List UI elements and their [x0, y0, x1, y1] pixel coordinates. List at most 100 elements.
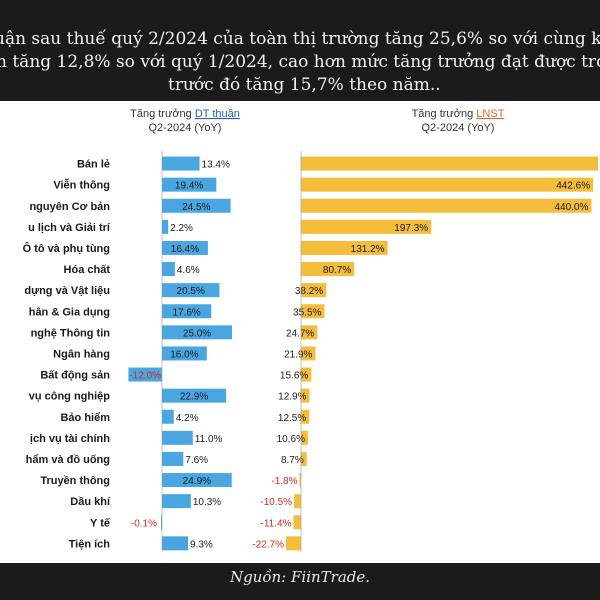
lnst-bar [301, 409, 310, 424]
dt-thuan-bar [162, 156, 200, 171]
dt-thuan-bar [161, 515, 162, 530]
lnst-bar [293, 515, 301, 530]
dt-thuan-bar [162, 409, 174, 424]
lnst-value-label: -10.5% [260, 497, 292, 508]
lnst-value-label: 197.3% [394, 223, 428, 234]
lnst-bar [301, 240, 388, 255]
lnst-bar [301, 346, 316, 361]
lnst-value-label: 12.5% [278, 413, 306, 424]
category-label: dựng và Vật liệu [24, 285, 110, 297]
dt-thuan-bar [162, 177, 217, 192]
dt-thuan-value-label: 22.9% [180, 392, 208, 403]
category-label: Ô tô và phụ tùng [23, 242, 110, 255]
dt-thuan-value-label: 11.0% [195, 434, 223, 445]
dt-thuan-value-label: 25.0% [183, 328, 211, 339]
dt-thuan-bar [162, 346, 207, 361]
category-label: Viễn thông [53, 179, 110, 192]
category-label: hẩm và đồ uống [26, 454, 110, 466]
headline-line-2: n tăng 12,8% so với quý 1/2024, cao hơn … [0, 52, 600, 72]
lnst-bar [301, 262, 355, 277]
chart-2-title: Tăng trưởng LNST [412, 108, 505, 120]
dt-thuan-value-label: 2.2% [170, 223, 193, 234]
chart-svg: Tăng trưởng DT thuần Q2-2024 (YoY) Tăng tr… [23, 108, 598, 552]
dt-thuan-bar [162, 304, 212, 319]
dt-thuan-value-label: 20.5% [177, 286, 205, 297]
source-caption: Nguồn: FiinTrade. [229, 568, 371, 586]
category-label: ịch vụ tài chính [30, 433, 110, 445]
chart-1-subtitle: Q2-2024 (YoY) [149, 122, 222, 134]
category-label: Tiện ích [69, 538, 111, 550]
lnst-value-label: 8.7% [281, 455, 304, 466]
lnst-value-label: 131.2% [351, 244, 385, 255]
lnst-bar [286, 536, 301, 551]
lnst-value-label: 12.9% [278, 392, 306, 403]
headline: uận sau thuế quý 2/2024 của toàn thị trư… [0, 0, 600, 100]
dt-thuan-value-label: 17.6% [172, 307, 200, 318]
chart-2-title-highlight: LNST [476, 108, 504, 120]
headline-line-3: trước đó tăng 15,7% theo năm.. [168, 75, 441, 95]
lnst-bar [301, 304, 325, 319]
lnst-value-label: 21.9% [284, 349, 312, 360]
lnst-bar [301, 177, 594, 192]
dt-thuan-bar [162, 219, 169, 234]
category-label: nguyên Cơ bản [29, 201, 110, 213]
dt-thuan-value-label: 7.6% [185, 455, 208, 466]
lnst-value-label: -22.7% [252, 539, 284, 550]
dt-thuan-value-label: 10.3% [193, 497, 221, 508]
chart-1-title-highlight: DT thuần [195, 108, 240, 120]
category-label: nghệ Thông tin [31, 327, 111, 339]
lnst-bar [301, 451, 307, 466]
lnst-bar [301, 325, 318, 340]
category-label: vụ công nghiệp [29, 391, 111, 403]
lnst-bar [294, 494, 301, 509]
lnst-bar [301, 156, 598, 171]
category-label: u lịch và Giải trí [28, 222, 111, 234]
lnst-bar [299, 473, 301, 488]
category-label: hân & Gia dụng [29, 306, 110, 318]
lnst-value-label: 80.7% [323, 265, 351, 276]
lnst-value-label: -11.4% [261, 518, 292, 529]
dt-thuan-value-label: 4.6% [177, 265, 200, 276]
lnst-value-label: 442.6% [556, 181, 590, 192]
dt-thuan-bar [162, 240, 208, 255]
category-label: Bất động sản [40, 370, 110, 382]
dt-thuan-value-label: 4.2% [176, 413, 199, 424]
lnst-value-label: 38.2% [295, 286, 323, 297]
lnst-bar [301, 430, 308, 445]
dt-thuan-bar [128, 367, 162, 382]
lnst-bar [301, 388, 310, 403]
dt-thuan-bar [162, 262, 175, 277]
dt-thuan-value-label: -0.1% [131, 518, 157, 529]
lnst-bar [301, 283, 327, 298]
lnst-bar [301, 219, 432, 234]
dt-thuan-bar [162, 283, 220, 298]
category-label: Truyền thông [40, 475, 110, 487]
dt-thuan-bar [162, 325, 232, 340]
dt-thuan-value-label: 16.4% [171, 244, 199, 255]
category-label: Y tế [90, 517, 111, 529]
chart-2-title-prefix: Tăng trưởng [412, 108, 477, 120]
chart-panel: Tăng trưởng DT thuần Q2-2024 (YoY) Tăng tr… [0, 101, 600, 563]
lnst-value-label: 10.6% [277, 434, 305, 445]
category-label: Bán lẻ [77, 159, 110, 171]
dt-thuan-value-label: -12.0% [129, 371, 161, 382]
dt-thuan-value-label: 24.5% [182, 202, 210, 213]
dt-thuan-value-label: 9.3% [190, 539, 213, 550]
dt-thuan-bar [162, 388, 227, 403]
lnst-value-label: 15.6% [280, 371, 308, 382]
lnst-bar [301, 198, 592, 213]
dt-thuan-value-label: 24.9% [183, 476, 211, 487]
category-label: Ngân hàng [53, 348, 110, 360]
lnst-value-label: 440.0% [554, 202, 588, 213]
dt-thuan-bar [162, 430, 193, 445]
dt-thuan-value-label: 13.4% [202, 160, 230, 171]
dt-thuan-value-label: 19.4% [175, 181, 203, 192]
chart-2-subtitle: Q2-2024 (YoY) [422, 122, 495, 134]
category-label: Hóa chất [64, 264, 111, 276]
category-label: Dầu khí [70, 496, 111, 508]
dt-thuan-bar [162, 451, 184, 466]
dt-thuan-bar [162, 536, 189, 551]
dt-thuan-value-label: 16.0% [170, 349, 198, 360]
dt-thuan-bar [162, 473, 232, 488]
chart-1-title: Tăng trưởng DT thuần [130, 108, 240, 120]
